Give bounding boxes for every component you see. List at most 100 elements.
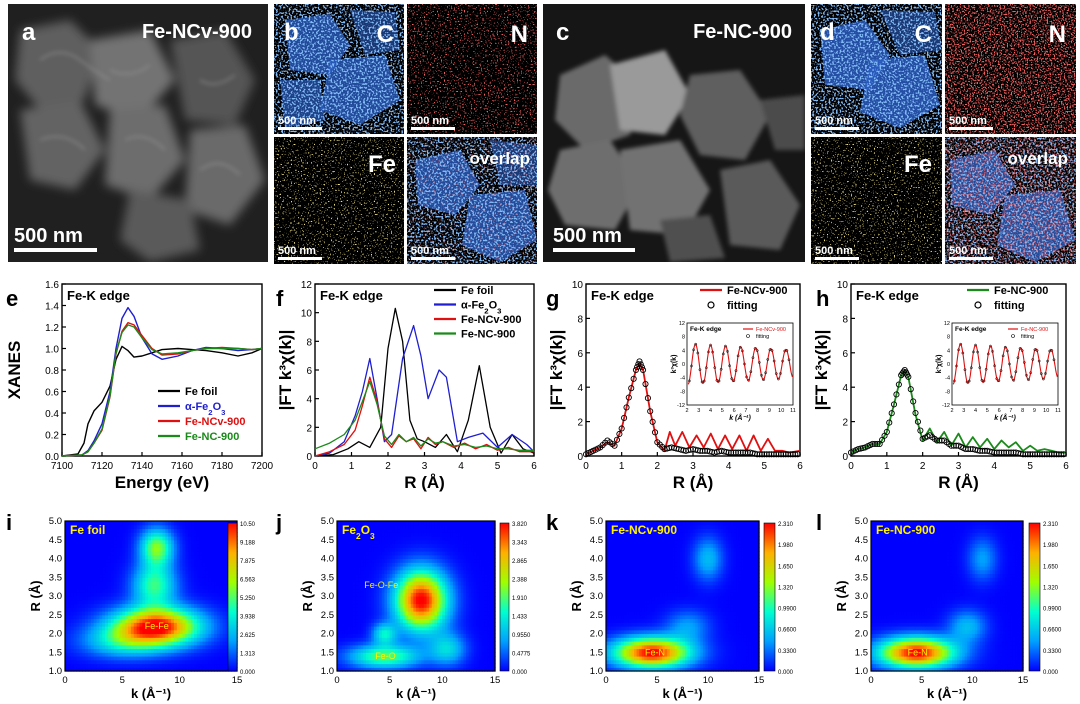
heatmap-cell — [70, 577, 75, 582]
heatmap-cell — [90, 562, 95, 567]
heatmap-cell — [136, 581, 141, 586]
fitting-point — [777, 451, 785, 458]
heatmap-cell — [142, 528, 146, 533]
heatmap-cell — [105, 532, 109, 537]
heatmap-cell — [145, 558, 149, 563]
inset-y-tick: -12 — [942, 403, 950, 409]
heatmap-cell — [93, 599, 98, 605]
heatmap-cell — [128, 611, 132, 616]
heatmap-cell — [108, 633, 112, 638]
heatmap-cell — [108, 521, 112, 526]
legend-label: fitting — [994, 300, 1025, 312]
inset-x-tick: 5 — [986, 408, 989, 414]
heatmap-cell — [79, 641, 83, 646]
x-axis-label: Energy (eV) — [115, 473, 209, 492]
heatmap-cell — [110, 573, 115, 578]
inset-fit-point — [1027, 378, 1030, 382]
heatmap-cell — [159, 599, 164, 605]
heatmap-cell — [116, 528, 121, 533]
heatmap-cell — [96, 536, 100, 541]
heatmap-cell — [110, 629, 115, 635]
heatmap-cell — [145, 569, 149, 575]
heatmap-cell — [130, 521, 135, 526]
heatmap-cell — [99, 663, 103, 668]
heatmap-cell — [108, 656, 112, 661]
heatmap-cell — [93, 521, 98, 526]
heatmap-cell — [162, 656, 166, 661]
heatmap-cell — [70, 663, 75, 668]
heatmap-cell — [136, 524, 141, 530]
fitting-point — [1036, 451, 1043, 458]
heatmap-cell — [99, 558, 103, 563]
fitting-point — [640, 366, 647, 374]
heatmap-cell — [76, 648, 80, 653]
heatmap-cell — [79, 626, 83, 631]
heatmap-cell — [105, 521, 109, 526]
heatmap-cell — [105, 599, 109, 605]
heatmap-cell — [82, 547, 86, 552]
x-tick-label: 3 — [422, 461, 428, 472]
heatmap-cell — [90, 588, 95, 593]
inset-fit-point — [965, 380, 969, 384]
heatmap-cell — [70, 521, 75, 526]
x-tick-label: 5 — [120, 675, 125, 686]
heatmap-cell — [116, 599, 121, 605]
heatmap-cell — [162, 566, 166, 571]
heatmap-cell — [165, 629, 169, 635]
x-tick-label: 0 — [62, 675, 67, 686]
heatmap-cell — [151, 644, 155, 650]
heatmap-cell — [73, 524, 78, 530]
fitting-point — [1003, 449, 1010, 456]
heatmap-cell — [119, 614, 123, 620]
heatmap-cell — [116, 648, 121, 653]
heatmap-cell — [165, 637, 169, 642]
x-tick-label: 7160 — [171, 461, 194, 472]
heatmap-cell — [125, 596, 129, 601]
heatmap-cell — [162, 626, 166, 631]
heatmap-cell — [128, 566, 132, 571]
heatmap-cell — [122, 577, 126, 582]
heatmap-cell — [96, 633, 100, 638]
heatmap-cell — [96, 663, 100, 668]
heatmap-cell — [136, 558, 141, 563]
heatmap-cell — [67, 547, 72, 552]
heatmap-cell — [153, 622, 158, 627]
heatmap-cell — [113, 599, 118, 605]
heatmap-cell — [151, 659, 155, 665]
x-tick-label: 4 — [458, 461, 464, 472]
heatmap-cell — [148, 652, 152, 657]
heatmap-cell — [130, 596, 135, 601]
heatmap-cell — [108, 644, 112, 650]
heatmap-cell — [142, 644, 146, 650]
heatmap-cell — [67, 558, 72, 563]
y-tick-label: 10 — [572, 280, 584, 291]
heatmap-cell — [159, 532, 164, 537]
heatmap-cell — [79, 532, 83, 537]
inset-fit-point — [777, 377, 780, 381]
heatmap-cell — [113, 629, 118, 635]
heatmap-cell — [113, 618, 118, 623]
heatmap-cell — [110, 626, 115, 631]
heatmap-cell — [148, 637, 152, 642]
heatmap-cell — [156, 539, 161, 545]
heatmap-cell — [82, 599, 86, 605]
heatmap-cell — [133, 607, 138, 612]
heatmap-cell — [136, 614, 141, 620]
heatmap-cell — [151, 599, 155, 605]
heatmap-cell — [82, 618, 86, 623]
heatmap-cell — [87, 551, 92, 556]
heatmap-cell — [145, 539, 149, 545]
heatmap-cell — [162, 644, 166, 650]
heatmap-cell — [145, 622, 149, 627]
chart-title: Fe-K edge — [67, 288, 130, 303]
series-line-Fe-NCv-900 — [585, 362, 801, 456]
heatmap-cell — [99, 659, 103, 665]
heatmap-cell — [119, 633, 123, 638]
heatmap-cell — [93, 603, 98, 608]
heatmap-cell — [128, 536, 132, 541]
heatmap-cell — [99, 629, 103, 635]
heatmap-cell — [65, 532, 69, 537]
fitting-point — [635, 361, 642, 368]
heatmap-cell — [96, 588, 100, 593]
